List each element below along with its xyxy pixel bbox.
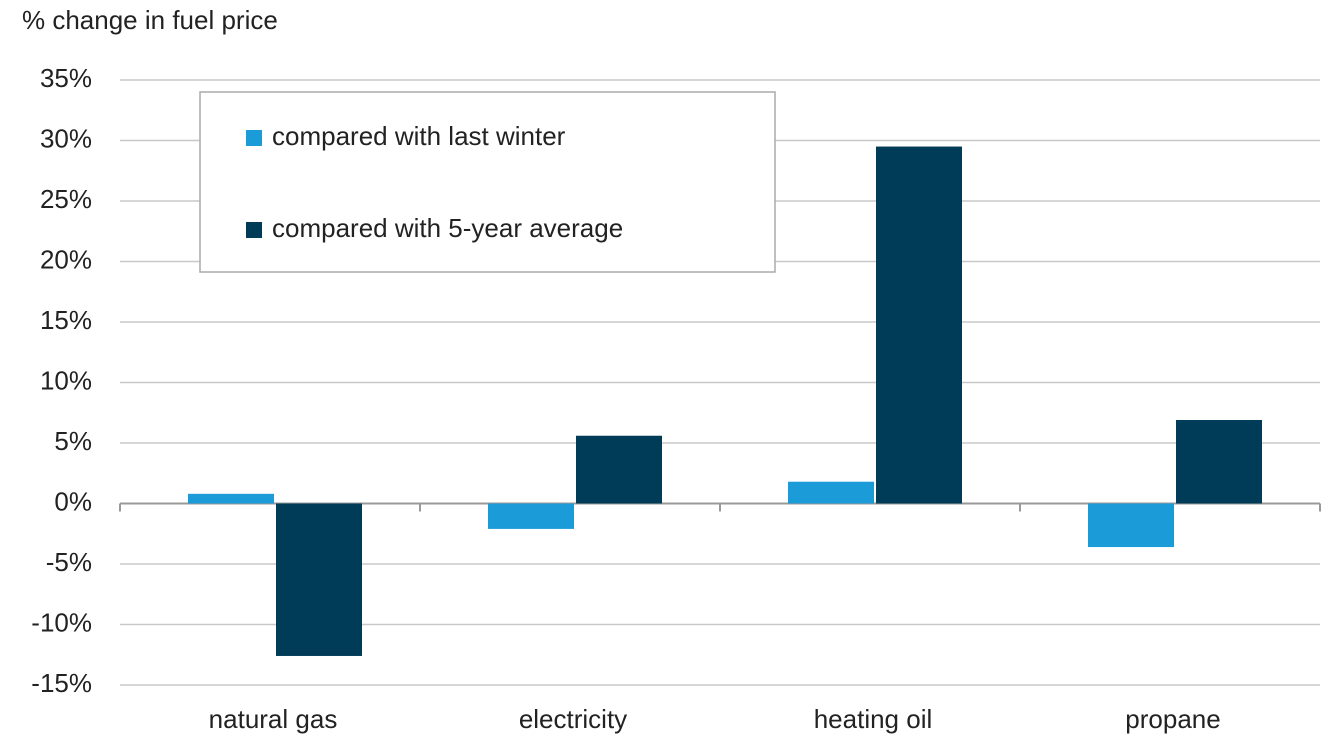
bar	[276, 503, 362, 656]
bar	[1088, 503, 1174, 548]
y-tick-label: -5%	[46, 547, 92, 577]
x-tick-label: propane	[1125, 704, 1220, 734]
y-axis-label: % change in fuel price	[22, 5, 278, 35]
y-tick-label: 5%	[54, 426, 92, 456]
legend-swatch	[246, 222, 262, 238]
x-tick-label: heating oil	[814, 704, 933, 734]
bar	[788, 481, 874, 504]
y-tick-label: 0%	[54, 486, 92, 516]
y-tick-label: 20%	[40, 244, 92, 274]
y-tick-label: 25%	[40, 184, 92, 214]
legend-label: compared with last winter	[272, 121, 566, 151]
y-tick-label: -15%	[31, 668, 92, 698]
bar	[576, 435, 662, 504]
y-tick-label: -10%	[31, 607, 92, 637]
bar	[1176, 420, 1262, 504]
y-tick-label: 15%	[40, 305, 92, 335]
x-tick-label: natural gas	[209, 704, 338, 734]
bar	[488, 503, 574, 529]
bar	[188, 493, 274, 504]
legend-swatch	[246, 130, 262, 146]
x-tick-label: electricity	[519, 704, 627, 734]
legend-box	[199, 91, 776, 273]
bar	[876, 146, 962, 504]
y-tick-label: 35%	[40, 63, 92, 93]
y-tick-label: 10%	[40, 365, 92, 395]
y-tick-label: 30%	[40, 123, 92, 153]
legend-label: compared with 5-year average	[272, 213, 623, 243]
